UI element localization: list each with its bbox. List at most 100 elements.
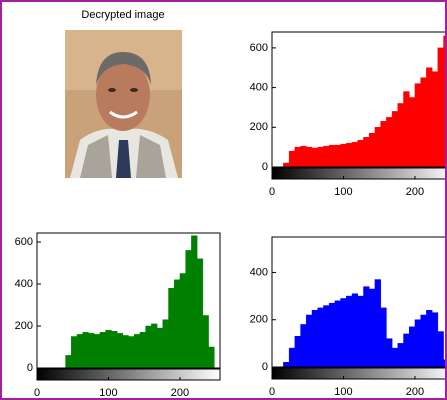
bar [196,258,204,369]
y-tick-label: 400 [15,278,33,290]
bar [363,286,370,368]
bar [414,319,421,368]
bar [93,334,101,369]
bar [414,83,421,168]
bar [317,307,324,368]
bar [351,293,359,368]
bar [403,333,410,368]
bar [156,327,164,369]
bar [431,312,439,368]
bar [357,139,364,168]
y-tick-label: 200 [15,320,33,332]
bar [128,336,135,369]
bar [174,279,181,369]
bar [317,146,324,168]
axes-box [36,232,221,369]
bar [323,145,330,168]
photo [65,30,182,178]
y-tick-label: 0 [262,161,268,173]
bar [386,338,393,368]
y-tick-label: 0 [262,361,268,373]
bar [363,136,370,168]
bar [139,332,146,369]
histogram-panel: 0 200 400 0 100 200 [250,236,447,398]
x-tick-label: 200 [171,387,189,399]
bar [409,97,416,168]
bar [437,47,444,168]
x-tick-label: 200 [406,386,424,398]
x-tick-label: 100 [334,186,352,198]
bar [306,314,313,368]
bar [300,145,307,168]
y-tick-label: 0 [27,362,33,374]
bar [162,319,169,369]
bar [403,91,410,168]
bar [294,146,301,168]
bar [145,325,152,369]
bar [426,310,433,368]
bar [88,333,95,369]
bar [294,336,301,368]
x-tick-label: 100 [99,387,117,399]
colorbar [36,368,221,381]
bar [351,141,359,168]
bar [323,305,330,368]
bar [122,335,129,369]
bar [340,143,347,168]
x-tick-label: 200 [406,186,424,198]
bar [185,250,192,369]
bar [346,295,353,368]
bar [208,346,215,369]
bar [328,144,336,168]
axes-box [271,31,447,168]
bar [374,279,381,368]
bar [357,295,364,368]
bar [71,336,78,369]
bar [202,315,209,369]
bar [374,127,381,168]
y-tick-label: 200 [250,314,268,326]
bar [420,77,427,168]
x-tick-label: 0 [34,387,40,399]
bar [105,329,112,369]
bar [420,314,427,368]
bar [300,324,307,368]
bar [340,298,347,368]
bar [368,288,376,368]
bar [179,273,186,369]
y-tick-label: 600 [15,236,33,248]
bar [391,347,399,368]
bar [311,310,318,368]
bar [334,300,341,368]
bar [111,331,118,369]
axes-box [271,236,447,368]
bar [380,121,387,168]
bar [397,343,404,368]
bar [168,287,175,369]
bar [288,150,296,168]
bar [191,235,198,369]
image-title: Decrypted image [81,9,164,21]
x-tick-label: 0 [269,186,275,198]
bar [306,146,313,168]
bar [133,334,141,369]
bar [368,133,376,168]
bar [99,332,106,369]
bar [151,323,158,369]
bar [283,162,290,168]
y-tick-label: 400 [250,266,268,278]
bar [116,333,124,369]
bar [334,144,341,168]
bar [409,326,416,368]
bar [431,71,439,168]
bar [76,334,83,369]
bar [386,117,393,168]
bar [380,307,387,368]
y-tick-label: 600 [250,42,268,54]
bar [437,331,444,368]
bar [346,142,353,168]
colorbar [271,367,447,380]
